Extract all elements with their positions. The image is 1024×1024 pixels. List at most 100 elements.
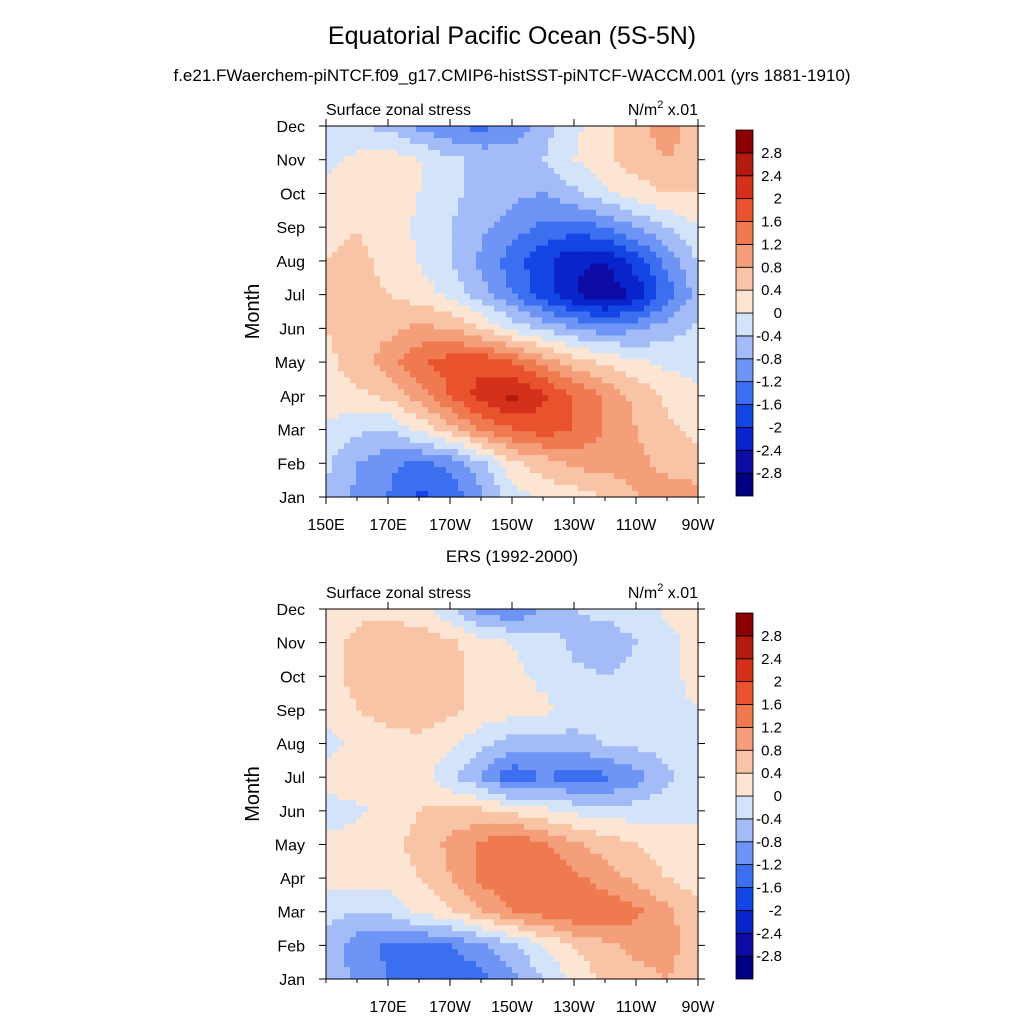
contour-cell (512, 173, 519, 181)
contour-cell (386, 461, 393, 468)
contour-cell (500, 347, 507, 354)
contour-cell (356, 479, 363, 486)
contour-cell (326, 686, 333, 694)
contour-cell (602, 263, 609, 271)
contour-cell (506, 215, 513, 223)
contour-cell (476, 419, 483, 426)
contour-cell (446, 209, 453, 217)
contour-cell (668, 620, 675, 628)
contour-cell (440, 215, 447, 223)
contour-cell (530, 437, 537, 444)
contour-cell (578, 305, 585, 313)
contour-cell (524, 209, 531, 217)
contour-cell (416, 161, 423, 169)
contour-cell (422, 479, 429, 486)
contour-cell (332, 209, 339, 217)
contour-cell (404, 686, 411, 694)
contour-cell (350, 644, 357, 652)
contour-cell (452, 281, 459, 289)
contour-cell (674, 467, 681, 474)
contour-cell (602, 437, 609, 444)
contour-cell (650, 126, 657, 133)
contour-cell (488, 293, 495, 301)
contour-cell (356, 191, 363, 199)
contour-cell (356, 473, 363, 480)
contour-cell (662, 662, 669, 670)
contour-cell (446, 692, 453, 700)
contour-cell (626, 365, 633, 372)
y-tick-label: Jul (285, 288, 305, 305)
contour-cell (602, 401, 609, 408)
contour-cell (590, 311, 597, 319)
contour-cell (572, 167, 579, 175)
contour-cell (530, 461, 537, 468)
contour-cell (584, 419, 591, 426)
contour-cell (482, 383, 489, 390)
contour-cell (410, 371, 417, 378)
contour-cell (530, 359, 537, 366)
contour-cell (542, 479, 549, 486)
contour-cell (422, 698, 429, 706)
contour-cell (626, 419, 633, 426)
contour-cell (644, 473, 651, 480)
contour-cell (692, 341, 699, 348)
contour-cell (578, 383, 585, 390)
contour-cell (518, 431, 525, 438)
contour-cell (326, 377, 333, 384)
contour-cell (686, 692, 693, 700)
contour-cell (374, 704, 381, 712)
contour-cell (650, 365, 657, 372)
contour-cell (386, 293, 393, 301)
contour-cell (338, 149, 345, 157)
contour-cell (494, 335, 501, 343)
contour-cell (614, 155, 621, 163)
contour-cell (530, 179, 537, 187)
contour-cell (530, 305, 537, 313)
contour-cell (500, 353, 507, 360)
contour-cell (416, 305, 423, 313)
contour-cell (560, 632, 567, 640)
contour-cell (668, 680, 675, 688)
contour-cell (374, 239, 381, 247)
contour-cell (578, 221, 585, 229)
contour-cell (494, 347, 501, 354)
contour-cell (434, 698, 441, 706)
contour-cell (386, 620, 393, 628)
contour-cell (584, 257, 591, 265)
contour-cell (422, 443, 429, 450)
contour-cell (518, 467, 525, 474)
contour-cell (380, 221, 387, 229)
contour-cell (554, 656, 561, 664)
contour-cell (650, 389, 657, 396)
contour-cell (428, 449, 435, 456)
contour-cell (506, 650, 513, 658)
contour-cell (590, 359, 597, 366)
contour-cell (368, 644, 375, 652)
contour-cell (572, 620, 579, 628)
contour-cell (536, 425, 543, 432)
contour-cell (440, 131, 447, 139)
contour-cell (590, 461, 597, 468)
contour-cell (386, 377, 393, 384)
contour-cell (602, 126, 609, 133)
contour-cell (638, 609, 645, 616)
contour-cell (452, 656, 459, 664)
contour-cell (566, 269, 573, 277)
contour-cell (326, 491, 333, 498)
contour-cell (332, 251, 339, 259)
contour-cell (476, 638, 483, 646)
contour-cell (542, 233, 549, 241)
contour-cell (560, 239, 567, 247)
contour-cell (590, 704, 597, 712)
contour-cell (542, 305, 549, 313)
contour-cell (584, 137, 591, 145)
contour-cell (464, 317, 471, 325)
contour-cell (404, 365, 411, 372)
contour-cell (506, 191, 513, 199)
contour-cell (590, 191, 597, 199)
contour-cell (578, 137, 585, 145)
contour-cell (344, 197, 351, 205)
contour-cell (560, 269, 567, 277)
contour-cell (542, 413, 549, 420)
contour-cell (506, 620, 513, 628)
